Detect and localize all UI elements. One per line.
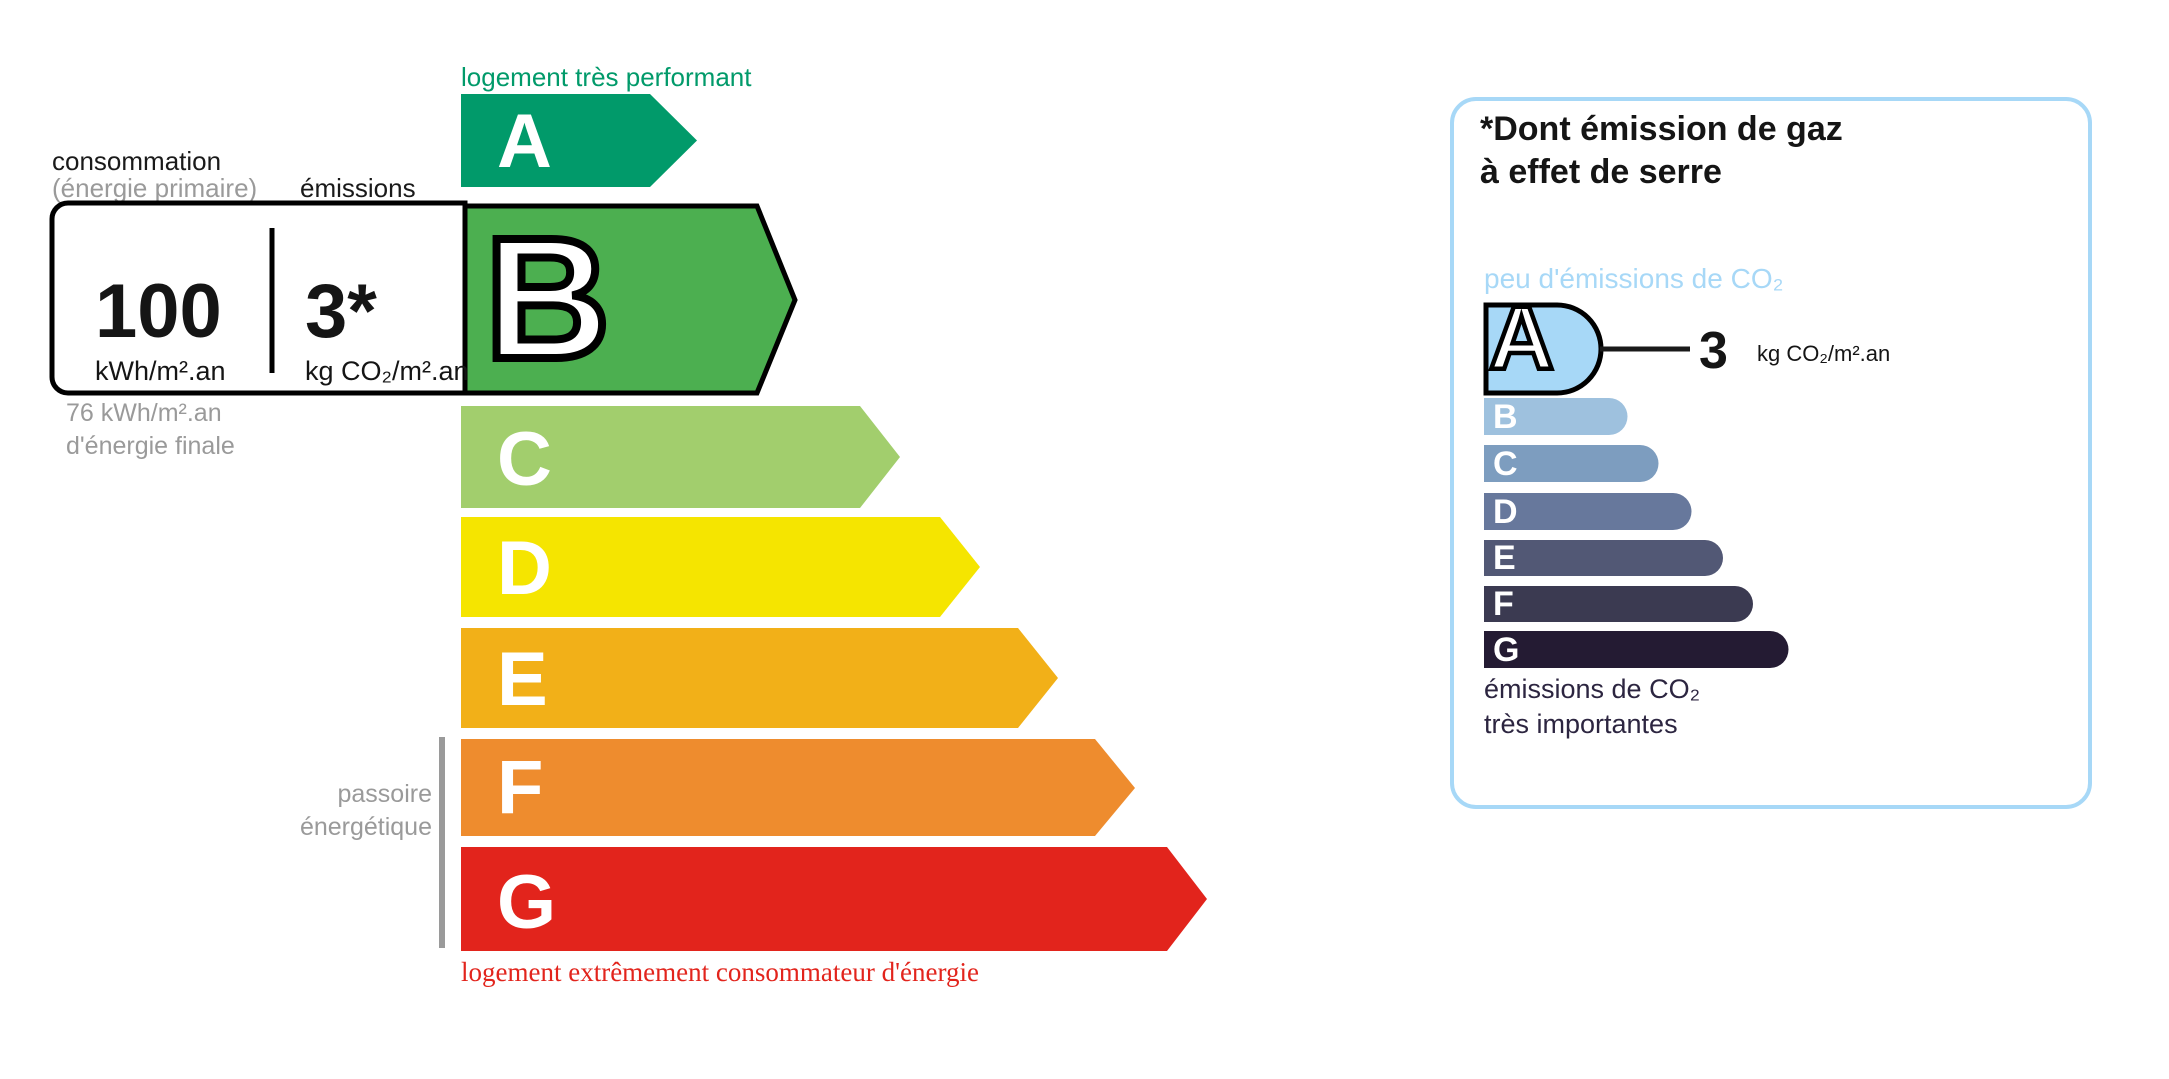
svg-text:100: 100 — [95, 269, 222, 354]
svg-text:D: D — [497, 526, 552, 611]
svg-text:kWh/m².an: kWh/m².an — [95, 356, 226, 386]
svg-text:F: F — [497, 745, 543, 830]
svg-text:F: F — [1493, 585, 1514, 623]
svg-text:3: 3 — [1699, 322, 1728, 380]
svg-text:C: C — [497, 417, 552, 502]
svg-text:D: D — [1493, 493, 1518, 531]
svg-text:kg CO₂/m².an: kg CO₂/m².an — [305, 356, 469, 386]
svg-text:B: B — [485, 201, 610, 395]
svg-text:kg CO₂/m².an: kg CO₂/m².an — [1757, 341, 1890, 366]
svg-text:E: E — [497, 637, 548, 722]
svg-text:A: A — [497, 99, 552, 184]
svg-text:E: E — [1493, 539, 1516, 577]
svg-text:3*: 3* — [305, 269, 377, 354]
svg-text:B: B — [1493, 398, 1518, 436]
svg-text:A: A — [1489, 300, 1554, 389]
svg-text:C: C — [1493, 445, 1518, 483]
svg-text:G: G — [497, 860, 556, 945]
svg-text:G: G — [1493, 631, 1519, 669]
